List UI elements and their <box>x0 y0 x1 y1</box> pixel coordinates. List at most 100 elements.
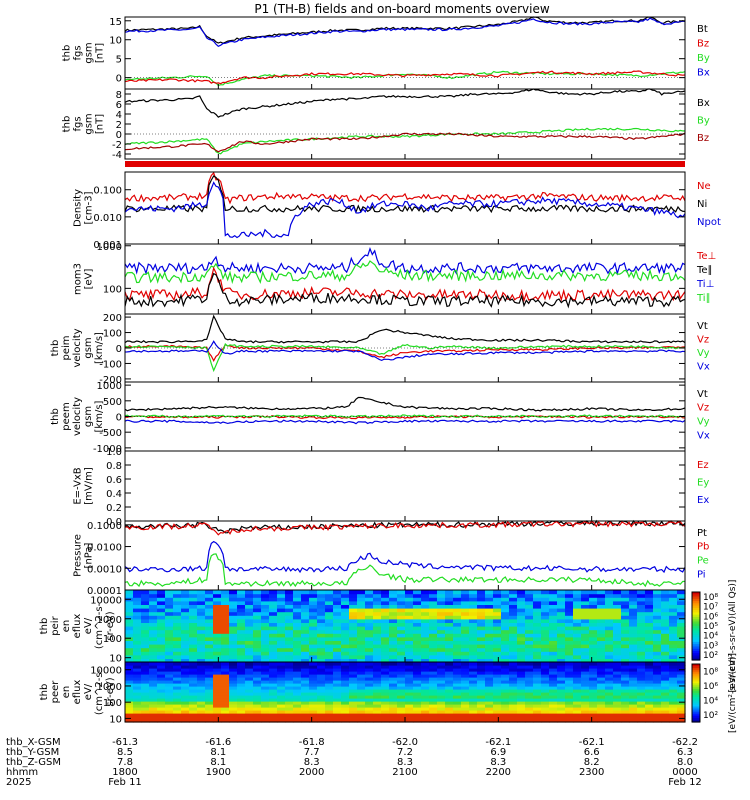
spectrogram-cell <box>397 686 406 690</box>
spectrogram-cell <box>365 677 374 681</box>
spectrogram-cell <box>357 692 366 696</box>
spectrogram-cell <box>453 626 462 631</box>
spectrogram-cell <box>349 633 358 638</box>
spectrogram-cell <box>413 600 422 605</box>
spectrogram-cell <box>389 683 398 687</box>
spectrogram-cell <box>365 644 374 649</box>
spectrogram-cell <box>253 710 262 714</box>
spectrogram-cell <box>133 615 142 620</box>
spectrogram-cell <box>485 658 494 663</box>
spectrogram-cell <box>477 633 486 638</box>
spectrogram-cell <box>629 636 638 641</box>
spectrogram-cell <box>533 629 542 634</box>
spectrogram-cell <box>397 662 406 666</box>
spectrogram-cell <box>541 689 550 693</box>
spectrogram-cell <box>309 608 318 613</box>
spectrogram-cell <box>461 597 470 602</box>
spectrogram-cell <box>573 719 582 723</box>
spectrogram-cell <box>549 633 558 638</box>
series-Bz <box>124 70 686 85</box>
spectrogram-cell <box>341 680 350 684</box>
spectrogram-cell <box>501 713 510 717</box>
spectrogram-cell <box>597 600 606 605</box>
spectrogram-cell <box>445 629 454 634</box>
spectrogram-cell <box>301 600 310 605</box>
spectrogram-cell <box>485 590 494 595</box>
colorbar-cell <box>692 596 700 600</box>
spectrogram-cell <box>629 698 638 702</box>
spectrogram-cell <box>533 615 542 620</box>
spectrogram-cell <box>485 719 494 723</box>
spectrogram-cell <box>469 604 478 609</box>
spectrogram-cell <box>421 608 430 613</box>
spectrogram-cell <box>565 719 574 723</box>
spectrogram-cell <box>613 710 622 714</box>
spectrogram-cell <box>221 689 230 693</box>
spectrogram-cell <box>389 640 398 645</box>
y-tick-label: 15 <box>109 17 122 28</box>
spectrogram-cell <box>645 677 654 681</box>
spectrogram-cell <box>581 608 590 613</box>
spectrogram-cell <box>261 698 270 702</box>
x-row-value: 1800 <box>112 767 137 778</box>
spectrogram-cell <box>509 593 518 598</box>
spectrogram-cell <box>509 698 518 702</box>
spectrogram-cell <box>381 662 390 666</box>
spectrogram-cell <box>285 626 294 631</box>
spectrogram-cell <box>301 698 310 702</box>
spectrogram-cell <box>285 647 294 652</box>
spectrogram-cell <box>197 626 206 631</box>
spectrogram-cell <box>181 640 190 645</box>
spectrogram-cell <box>549 680 558 684</box>
spectrogram-cell <box>517 597 526 602</box>
spectrogram-cell <box>581 671 590 675</box>
spectrogram-cell <box>509 604 518 609</box>
spectrogram-cell <box>397 716 406 720</box>
spectrogram-cell <box>493 692 502 696</box>
spectrogram-cell <box>245 590 254 595</box>
spectrogram-cell <box>389 597 398 602</box>
spectrogram-cell <box>557 615 566 620</box>
spectrogram-cell <box>605 651 614 656</box>
spectrogram-cell <box>317 604 326 609</box>
spectrogram-cell <box>189 707 198 711</box>
spectrogram-cell <box>197 658 206 663</box>
spectrogram-cell <box>413 662 422 666</box>
spectrogram-cell <box>581 636 590 641</box>
spectrogram-cell <box>173 671 182 675</box>
spectrogram-cell <box>533 662 542 666</box>
spectrogram-cell <box>221 633 230 638</box>
spectrogram-cell <box>349 651 358 656</box>
spectrogram-cell <box>357 713 366 717</box>
spectrogram-cell <box>533 600 542 605</box>
spectrogram-cell <box>229 651 238 656</box>
spectrogram-cell <box>557 674 566 678</box>
spectrogram-cell <box>637 590 646 595</box>
spectrogram-cell <box>229 629 238 634</box>
colorbar-cell <box>692 612 700 616</box>
spectrogram-cell <box>173 701 182 705</box>
spectrogram-cell <box>445 701 454 705</box>
spectrogram-cell <box>381 604 390 609</box>
spectrogram-cell <box>517 600 526 605</box>
spectrogram-cell <box>397 647 406 652</box>
spectrogram-cell <box>125 629 134 634</box>
spectrogram-cell <box>261 716 270 720</box>
spectrogram-cell <box>389 668 398 672</box>
spectrogram-cell <box>261 689 270 693</box>
spectrogram-cell <box>381 629 390 634</box>
spectrogram-cell <box>621 658 630 663</box>
spectrogram-cell <box>141 677 150 681</box>
spectrogram-cell <box>613 633 622 638</box>
spectrogram-cell <box>365 662 374 666</box>
spectrogram-cell <box>605 665 614 669</box>
spectrogram-cell <box>637 593 646 598</box>
spectrogram-cell <box>525 671 534 675</box>
spectrogram-cell <box>205 710 214 714</box>
spectrogram-cell <box>373 668 382 672</box>
spectrogram-cell <box>621 636 630 641</box>
spectrogram-cell <box>397 593 406 598</box>
spectrogram-cell <box>373 618 382 623</box>
spectrogram-cell <box>493 658 502 663</box>
spectrogram-cell <box>125 707 134 711</box>
